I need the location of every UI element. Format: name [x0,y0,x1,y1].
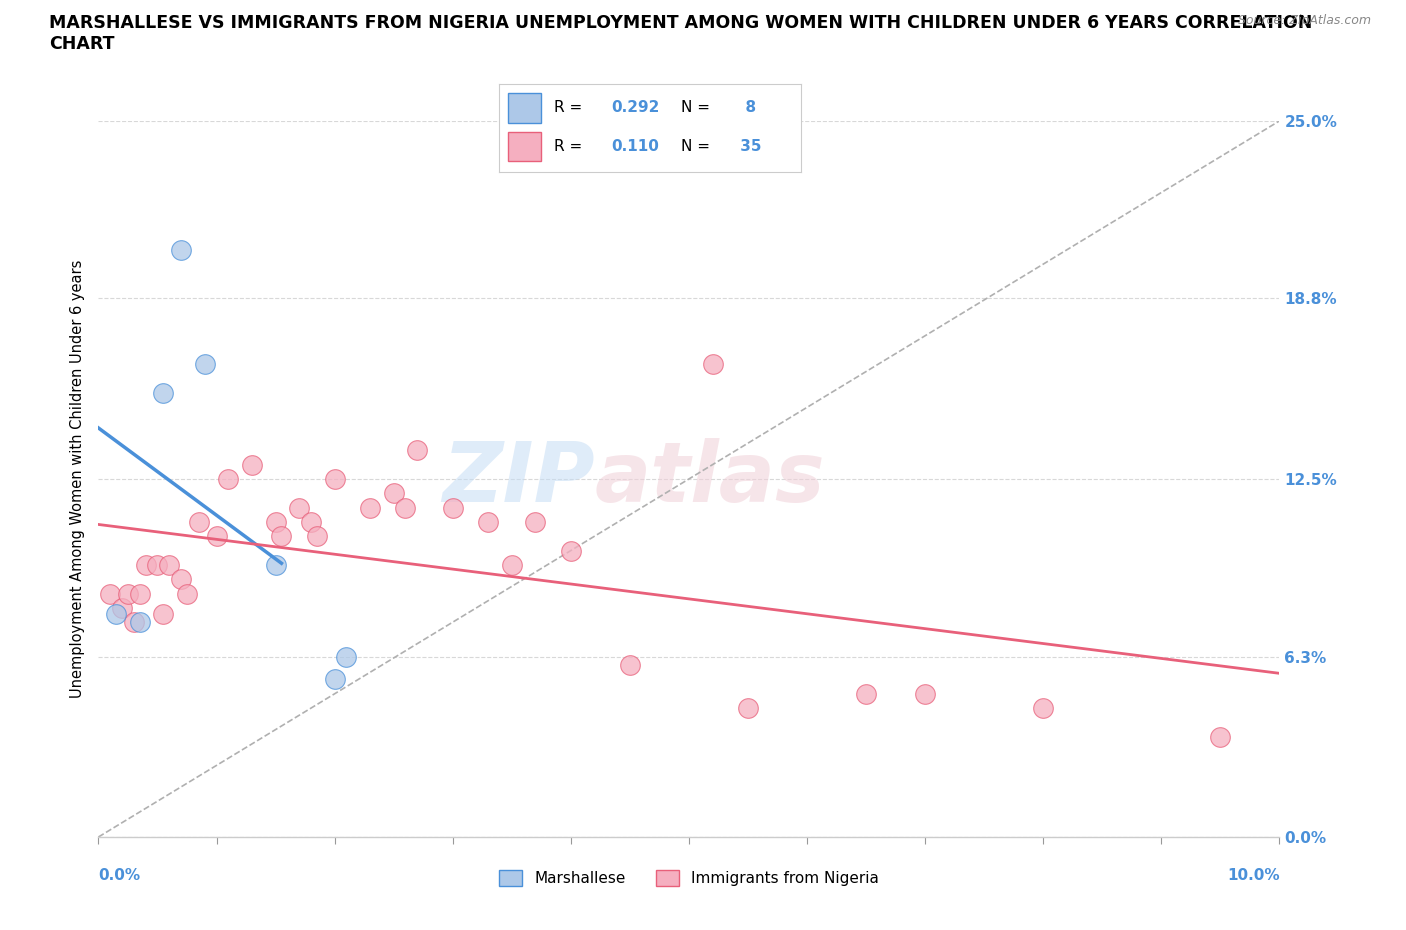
Text: 0.292: 0.292 [612,100,659,115]
Text: 0.110: 0.110 [612,139,659,154]
Point [187,514,209,529]
Point [152,386,174,401]
Point [128,615,150,630]
Point [382,485,405,500]
Text: 10.0%: 10.0% [1227,868,1279,883]
Point [264,557,287,572]
Point [111,601,134,616]
Point [299,514,322,529]
Point [117,586,139,601]
Point [335,649,357,664]
Point [98,586,121,601]
Point [205,529,228,544]
Text: 0.0%: 0.0% [98,868,141,883]
Point [359,500,381,515]
Text: CHART: CHART [49,35,115,53]
Point [323,672,346,687]
Point [524,514,547,529]
Point [619,658,641,672]
Point [240,458,263,472]
Text: 8: 8 [735,100,756,115]
Point [170,572,193,587]
Point [305,529,328,544]
Text: ZIP: ZIP [441,438,595,520]
Point [288,500,311,515]
Point [105,606,128,621]
Point [323,472,346,486]
Text: N =: N = [681,139,710,154]
Text: Source: ZipAtlas.com: Source: ZipAtlas.com [1237,14,1371,27]
Point [152,606,174,621]
Point [146,557,169,572]
Point [501,557,523,572]
Text: 35: 35 [735,139,762,154]
Point [135,557,157,572]
Text: N =: N = [681,100,710,115]
Point [1209,729,1232,744]
Point [855,686,877,701]
Point [441,500,464,515]
Text: MARSHALLESE VS IMMIGRANTS FROM NIGERIA UNEMPLOYMENT AMONG WOMEN WITH CHILDREN UN: MARSHALLESE VS IMMIGRANTS FROM NIGERIA U… [49,14,1313,32]
Point [914,686,936,701]
Point [1032,700,1054,715]
Point [702,357,724,372]
Point [176,586,198,601]
Point [270,529,292,544]
Text: atlas: atlas [595,438,825,520]
Point [157,557,180,572]
FancyBboxPatch shape [508,132,541,162]
Text: R =: R = [554,100,582,115]
Point [560,543,582,558]
Point [194,357,217,372]
Point [217,472,239,486]
Point [394,500,416,515]
Point [122,615,145,630]
FancyBboxPatch shape [508,93,541,123]
Y-axis label: Unemployment Among Women with Children Under 6 years: Unemployment Among Women with Children U… [69,259,84,698]
Point [477,514,499,529]
Text: R =: R = [554,139,582,154]
Point [170,243,193,258]
Point [737,700,759,715]
Legend: Marshallese, Immigrants from Nigeria: Marshallese, Immigrants from Nigeria [491,862,887,894]
Point [128,586,150,601]
Point [264,514,287,529]
Point [406,443,429,458]
